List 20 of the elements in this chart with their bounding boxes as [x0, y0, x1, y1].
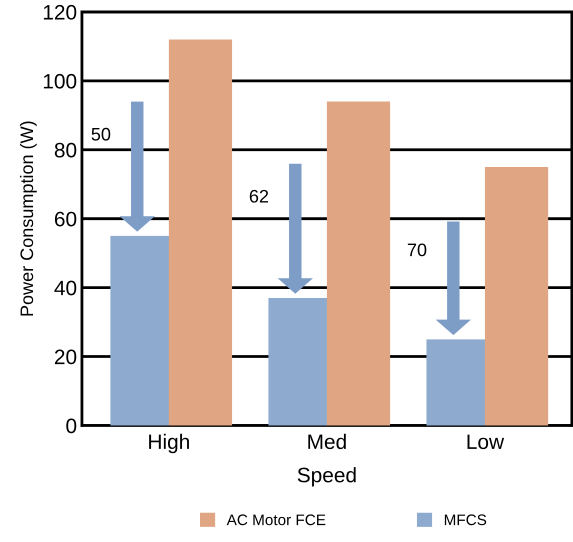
- legend-label: MFCS: [444, 514, 486, 526]
- x-axis-title: Speed: [298, 467, 356, 487]
- bar: [484, 167, 548, 426]
- annotation: 70: [408, 243, 426, 256]
- y-tick-label: 0: [66, 418, 76, 434]
- y-axis-title: Power Consumption (W): [20, 121, 37, 316]
- annotation: 50: [92, 128, 110, 141]
- x-tick-label: High: [149, 434, 189, 454]
- legend-label: AC Motor FCE: [226, 514, 326, 526]
- y-tick-label: 100: [44, 74, 76, 89]
- x-tick-label: Low: [468, 434, 504, 450]
- x-tick-label: Med: [308, 434, 346, 450]
- y-tick-label: 120: [44, 4, 76, 20]
- y-tick-label: 60: [54, 212, 76, 226]
- y-tick-label: 20: [54, 350, 76, 364]
- y-tick-label: 40: [54, 280, 76, 296]
- bar: [168, 39, 232, 426]
- annotation: 62: [250, 190, 268, 203]
- y-tick-label: 80: [54, 142, 76, 158]
- bar: [326, 102, 390, 426]
